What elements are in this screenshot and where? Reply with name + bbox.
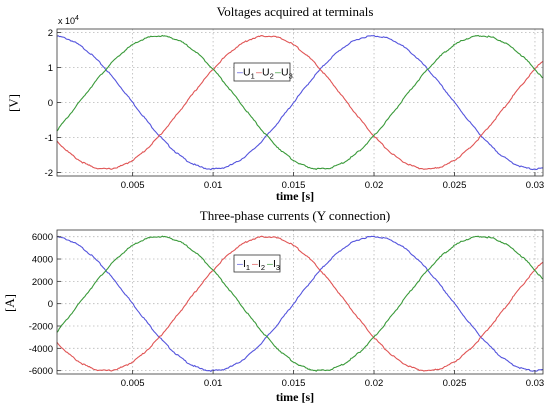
legend: – I1– I2– I3 <box>233 254 281 273</box>
voltage-y-multiplier-exp: 4 <box>75 15 79 22</box>
x-tick-label: 0.03 <box>526 378 545 389</box>
series-line-i3 <box>56 235 544 372</box>
legend-box <box>233 62 291 82</box>
current-plot: 0.005 0.01 0.015 0.02 0.025 0.03 -6000 -4000 -20… <box>29 229 545 389</box>
legend: – U1– U2– U3 <box>233 62 293 82</box>
series-line-u2 <box>56 34 544 170</box>
y-tick-label: 1 <box>48 63 53 74</box>
y-tick-label: -4000 <box>29 344 53 355</box>
series-line-i1 <box>56 235 544 373</box>
legend-entry-main: U <box>281 67 289 79</box>
x-tick-label: 0.01 <box>204 378 223 389</box>
legend-dash-i3: – <box>267 258 273 270</box>
x-tick-label: 0.005 <box>121 180 145 191</box>
x-tick-label: 0.03 <box>526 180 545 191</box>
legend-entry-i2: I2 <box>258 258 265 272</box>
voltage-y-multiplier-base: x 10 <box>58 16 75 26</box>
legend-entry-i3: I3 <box>273 258 280 272</box>
y-tick-label: 6000 <box>32 232 53 243</box>
legend-entry-subscript: 2 <box>261 263 265 272</box>
x-tick-label: 0.025 <box>443 378 467 389</box>
y-tick-label: 0 <box>48 98 53 109</box>
legend-entry-u1: U1 <box>243 67 255 81</box>
series-line-i2 <box>56 235 544 372</box>
voltage-x-axis-label: time [s] <box>276 189 314 203</box>
y-tick-label: 4000 <box>32 255 53 266</box>
series-line-u3 <box>56 34 544 171</box>
series-line-u1 <box>56 35 543 171</box>
legend-dash-u1: – <box>237 67 243 79</box>
legend-entry-i1: I1 <box>243 258 250 272</box>
legend-entry-subscript: 3 <box>276 263 280 272</box>
legend-entry-main: I <box>258 258 261 270</box>
y-tick-label: -1 <box>45 133 53 144</box>
current-x-axis-label: time [s] <box>276 390 314 404</box>
x-tick-label: 0.015 <box>282 180 306 191</box>
legend-entry-main: U <box>243 67 251 79</box>
x-tick-label: 0.025 <box>443 180 467 191</box>
legend-entry-subscript: 2 <box>270 72 274 81</box>
current-chart-title: Three-phase currents (Y connection) <box>200 208 390 223</box>
legend-entry-u3: U3 <box>281 67 293 81</box>
x-tick-label: 0.015 <box>282 378 306 389</box>
legend-entry-main: U <box>262 67 270 79</box>
y-tick-label: 2000 <box>32 277 53 288</box>
legend-entry-main: I <box>243 258 246 270</box>
legend-entry-main: I <box>273 258 276 270</box>
legend-dash-i1: – <box>237 258 243 270</box>
x-tick-label: 0.02 <box>365 378 384 389</box>
y-tick-label: -2000 <box>29 322 53 333</box>
y-tick-label: -6000 <box>29 366 53 377</box>
y-tick-label: -2 <box>45 168 53 179</box>
x-tick-label: 0.02 <box>365 180 384 191</box>
y-tick-label: 2 <box>48 28 53 39</box>
voltage-y-axis-label: [V] <box>6 94 21 112</box>
legend-entry-subscript: 1 <box>246 263 250 272</box>
voltage-chart-title: Voltages acquired at terminals <box>217 4 374 19</box>
legend-entry-subscript: 1 <box>251 72 255 81</box>
legend-box <box>233 254 281 273</box>
x-tick-label: 0.005 <box>121 378 145 389</box>
x-tick-label: 0.01 <box>204 180 223 191</box>
voltage-y-multiplier: x 104 <box>58 15 79 26</box>
legend-dash-u3: – <box>275 67 281 79</box>
legend-entry-subscript: 3 <box>289 72 293 81</box>
legend-dash-i2: – <box>252 258 258 270</box>
current-y-axis-label: [A] <box>2 294 17 312</box>
plot-area-frame <box>56 229 544 375</box>
y-tick-label: 0 <box>48 299 53 310</box>
legend-dash-u2: – <box>256 67 262 79</box>
legend-entry-u2: U2 <box>262 67 274 81</box>
